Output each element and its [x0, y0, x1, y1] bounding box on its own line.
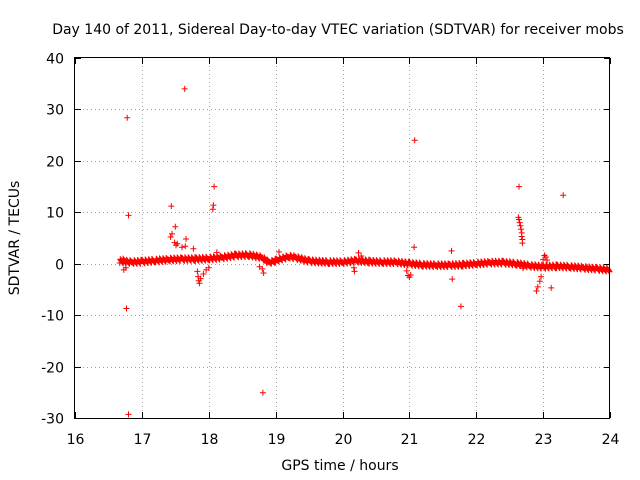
- data-point: [457, 303, 464, 310]
- data-point: [194, 268, 201, 275]
- data-point: [516, 216, 522, 223]
- x-axis-label: GPS time / hours: [281, 458, 398, 474]
- data-point: [196, 280, 203, 287]
- data-point: [548, 284, 555, 291]
- y-tick-labels: -30 -20 -10 0 10 20 30 40: [41, 52, 64, 428]
- data-point: [411, 137, 418, 144]
- data-points: [116, 85, 613, 418]
- data-point: [190, 245, 197, 252]
- data-point: [520, 265, 527, 272]
- data-point: [124, 114, 131, 121]
- y-tick-label: 20: [46, 155, 64, 171]
- y-tick-label: -20: [41, 361, 64, 377]
- data-point: [518, 233, 525, 240]
- data-point: [518, 226, 525, 233]
- x-tick-label: 22: [468, 432, 486, 448]
- data-point: [534, 283, 541, 290]
- x-tick-label: 17: [134, 432, 152, 448]
- data-point: [411, 244, 418, 251]
- data-point: [168, 203, 175, 210]
- y-tick-label: -10: [41, 309, 64, 325]
- y-tick-label: 0: [55, 258, 64, 274]
- data-point: [542, 254, 549, 260]
- data-point: [167, 234, 174, 240]
- data-point: [213, 249, 220, 256]
- data-point: [544, 257, 551, 264]
- data-point: [538, 273, 545, 280]
- data-point: [351, 268, 358, 275]
- data-point: [403, 267, 410, 274]
- data-point: [174, 240, 181, 247]
- data-point: [181, 85, 188, 92]
- data-point: [358, 253, 365, 259]
- x-tick-labels: 16 17 18 19 20 21 22 23 24: [67, 432, 620, 448]
- data-point: [182, 243, 189, 250]
- x-tick-label: 21: [401, 432, 419, 448]
- data-point: [260, 270, 267, 276]
- data-point: [355, 249, 362, 256]
- y-axis-label: SDTVAR / TECUs: [7, 181, 23, 296]
- plot-frame: [74, 57, 610, 419]
- data-point: [197, 275, 204, 282]
- data-point: [259, 389, 266, 396]
- chart-title: Day 140 of 2011, Sidereal Day-to-day VTE…: [52, 22, 624, 38]
- data-point: [125, 212, 132, 219]
- data-point: [407, 272, 414, 278]
- data-point: [122, 264, 129, 271]
- data-point: [516, 219, 523, 226]
- data-point: [209, 206, 216, 213]
- data-point: [533, 288, 540, 294]
- grid-lines: [75, 58, 610, 418]
- data-point: [172, 223, 179, 230]
- data-point: [211, 183, 218, 190]
- data-point: [205, 264, 212, 271]
- data-point: [200, 271, 207, 277]
- data-point: [448, 247, 455, 254]
- axis-ticks: [75, 58, 611, 419]
- data-point: [519, 240, 526, 247]
- y-tick-label: 40: [46, 52, 64, 68]
- x-tick-label: 20: [335, 432, 353, 448]
- y-tick-label: 30: [46, 103, 64, 119]
- data-point: [449, 276, 456, 283]
- x-tick-label: 18: [201, 432, 219, 448]
- data-point: [517, 222, 524, 229]
- data-point: [120, 255, 127, 262]
- y-tick-label: 10: [46, 206, 64, 222]
- data-point: [350, 264, 357, 271]
- data-point: [259, 265, 266, 272]
- data-point: [171, 239, 178, 246]
- data-point: [516, 183, 522, 190]
- data-point: [560, 192, 567, 199]
- data-point: [169, 230, 175, 237]
- data-point: [183, 236, 189, 242]
- data-point: [125, 411, 132, 418]
- data-point: [276, 248, 282, 255]
- y-tick-label: -30: [41, 412, 64, 428]
- x-tick-label: 23: [535, 432, 553, 448]
- data-point: [210, 202, 217, 209]
- x-tick-label: 16: [67, 432, 85, 448]
- data-point: [123, 305, 130, 312]
- data-point: [536, 278, 543, 285]
- x-tick-label: 24: [602, 432, 620, 448]
- data-point: [179, 244, 185, 251]
- x-tick-label: 19: [268, 432, 286, 448]
